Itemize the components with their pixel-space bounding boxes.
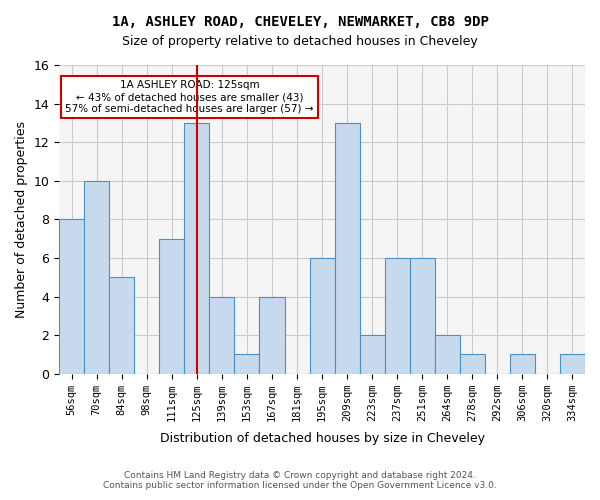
Bar <box>435 335 460 374</box>
Bar <box>235 354 259 374</box>
Bar <box>410 258 435 374</box>
Text: Contains HM Land Registry data © Crown copyright and database right 2024.
Contai: Contains HM Land Registry data © Crown c… <box>103 470 497 490</box>
Bar <box>510 354 535 374</box>
Bar <box>385 258 410 374</box>
Bar <box>560 354 585 374</box>
Bar <box>209 296 235 374</box>
Text: 1A ASHLEY ROAD: 125sqm
← 43% of detached houses are smaller (43)
57% of semi-det: 1A ASHLEY ROAD: 125sqm ← 43% of detached… <box>65 80 314 114</box>
Bar <box>359 335 385 374</box>
Bar <box>259 296 284 374</box>
Text: Size of property relative to detached houses in Cheveley: Size of property relative to detached ho… <box>122 35 478 48</box>
Bar <box>109 277 134 374</box>
Bar <box>460 354 485 374</box>
Bar <box>160 238 184 374</box>
Bar <box>335 123 359 374</box>
Text: 1A, ASHLEY ROAD, CHEVELEY, NEWMARKET, CB8 9DP: 1A, ASHLEY ROAD, CHEVELEY, NEWMARKET, CB… <box>112 15 488 29</box>
Bar <box>84 180 109 374</box>
X-axis label: Distribution of detached houses by size in Cheveley: Distribution of detached houses by size … <box>160 432 485 445</box>
Bar <box>59 220 84 374</box>
Y-axis label: Number of detached properties: Number of detached properties <box>15 121 28 318</box>
Bar <box>310 258 335 374</box>
Bar <box>184 123 209 374</box>
